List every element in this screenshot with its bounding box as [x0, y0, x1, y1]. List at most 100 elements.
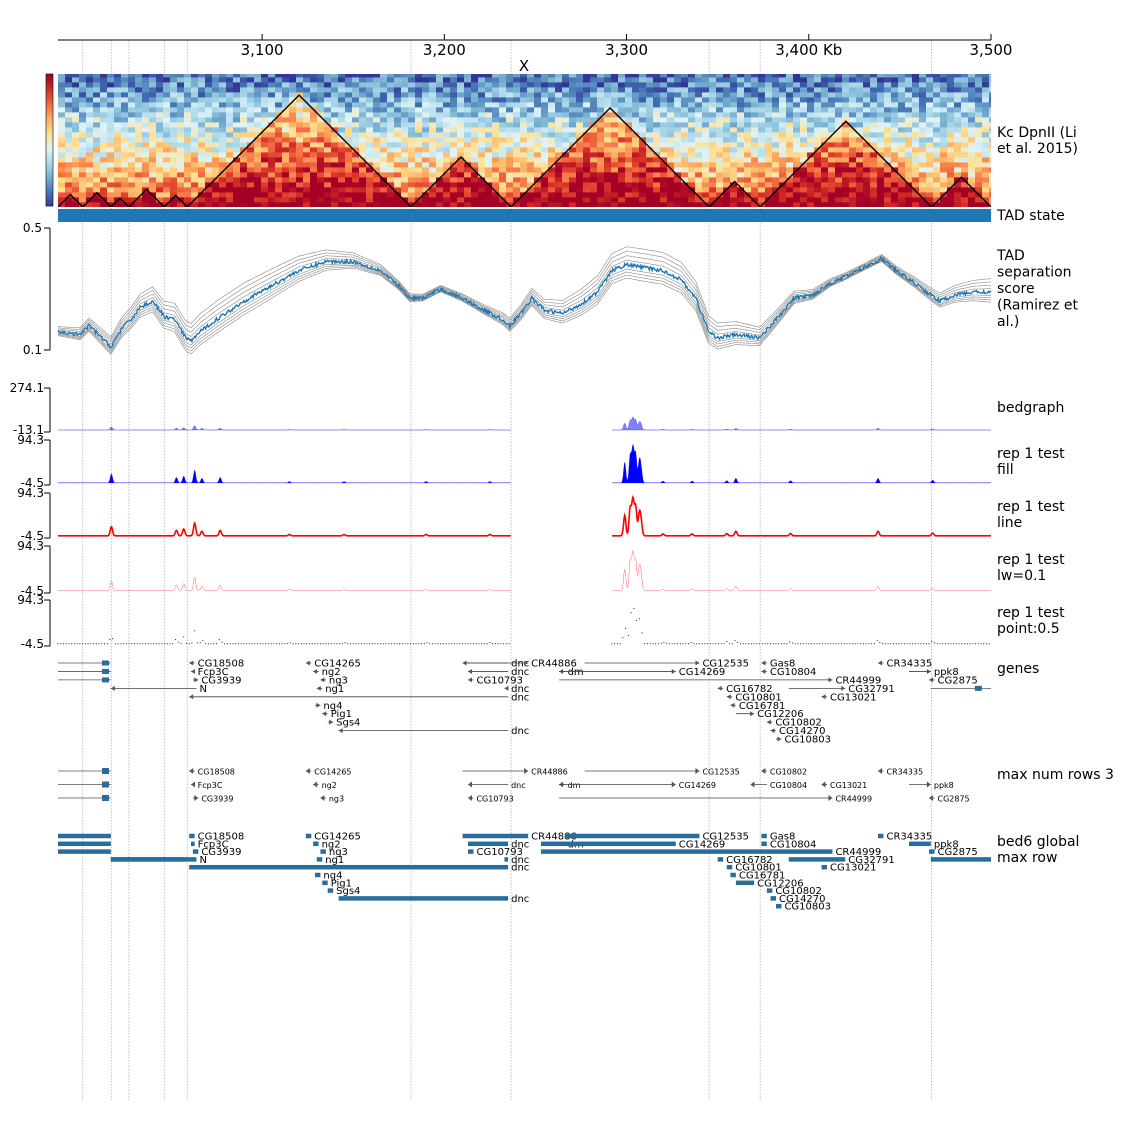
hic-cell [415, 167, 423, 173]
hic-cell [632, 157, 640, 163]
hic-cell [604, 82, 612, 88]
gene-label: N [199, 855, 206, 866]
hic-cell [849, 147, 857, 153]
hic-cell [905, 117, 913, 123]
hic-cell [100, 82, 108, 88]
hic-cell [247, 122, 255, 128]
hic-cell [79, 127, 87, 133]
hic-cell [128, 137, 136, 143]
bigwig-point [887, 643, 889, 645]
hic-cell [345, 172, 353, 178]
hic-cell [156, 187, 164, 193]
hic-cell [968, 187, 976, 193]
hic-cell [681, 92, 689, 98]
hic-cell [303, 107, 311, 113]
hic-cell [380, 172, 388, 178]
hic-cell [72, 152, 80, 158]
hic-cell [870, 127, 878, 133]
hic-cell [261, 192, 269, 198]
bigwig-point [627, 634, 629, 637]
hic-cell [954, 172, 962, 178]
track-label-line: bed6 global [997, 834, 1079, 850]
bigwig-point [202, 639, 204, 641]
hic-cell [646, 152, 654, 158]
hic-cell [590, 102, 598, 108]
hic-cell [912, 177, 920, 183]
hic-cell [58, 147, 66, 153]
hic-cell [891, 92, 899, 98]
hic-cell [541, 92, 549, 98]
hic-cell [205, 127, 213, 133]
hic-cell [254, 182, 262, 188]
hic-cell [163, 187, 171, 193]
hic-cell [219, 122, 227, 128]
hic-cell [114, 102, 122, 108]
hic-cell [93, 157, 101, 163]
hic-cell [884, 172, 892, 178]
hic-cell [338, 137, 346, 143]
hic-cell [464, 147, 472, 153]
hic-cell [170, 182, 178, 188]
bigwig-point [401, 643, 403, 645]
score-y-min: 0.1 [23, 343, 42, 357]
hic-cell [247, 177, 255, 183]
hic-cell [93, 112, 101, 118]
bigwig-point [739, 643, 741, 645]
score-replicate-line [57, 260, 992, 354]
hic-cell [163, 102, 171, 108]
hic-cell [730, 142, 738, 148]
hic-cell [625, 192, 633, 198]
hic-cell [128, 142, 136, 148]
hic-cell [667, 157, 675, 163]
hic-cell [429, 202, 437, 207]
hic-cell [926, 132, 934, 138]
hic-cell [730, 102, 738, 108]
hic-cell [184, 147, 192, 153]
hic-cell [177, 142, 185, 148]
hic-cell [989, 147, 991, 153]
hic-cell [177, 152, 185, 158]
hic-cell [247, 202, 255, 207]
hic-cell [926, 192, 934, 198]
bigwig-point [191, 642, 193, 644]
hic-cell [212, 127, 220, 133]
hic-cell [261, 92, 269, 98]
hic-cell [485, 77, 493, 83]
hic-cell [919, 122, 927, 128]
hic-cell [135, 132, 143, 138]
hic-cell [912, 197, 920, 203]
hic-cell [905, 97, 913, 103]
hic-cell [128, 87, 136, 93]
hic-cell [184, 182, 192, 188]
hic-cell [324, 142, 332, 148]
hic-cell [562, 122, 570, 128]
hic-cell [877, 182, 885, 188]
hic-cell [709, 87, 717, 93]
hic-cell [933, 177, 941, 183]
hic-cell [562, 132, 570, 138]
hic-cell [828, 182, 836, 188]
gene-block [775, 903, 782, 909]
hic-cell [604, 152, 612, 158]
hic-cell [485, 157, 493, 163]
hic-cell [275, 137, 283, 143]
hic-cell [65, 117, 73, 123]
gene-label: CG14270 [779, 894, 826, 905]
hic-cell [373, 102, 381, 108]
hic-cell [86, 162, 94, 168]
hic-cell [219, 162, 227, 168]
bigwig-point [221, 641, 223, 643]
bigwig-point [226, 643, 229, 645]
gene-label: dnc [511, 894, 529, 905]
bigwig-point [481, 643, 483, 645]
hic-cell [835, 82, 843, 88]
hic-cell [345, 122, 353, 128]
gene-label: ng4 [323, 871, 342, 882]
hic-cell [555, 162, 563, 168]
gene: CG14265 [305, 832, 361, 843]
hic-cell [947, 187, 955, 193]
hic-cell [317, 167, 325, 173]
hic-cell [751, 197, 759, 203]
hic-cell [716, 117, 724, 123]
hic-cell [688, 202, 696, 207]
